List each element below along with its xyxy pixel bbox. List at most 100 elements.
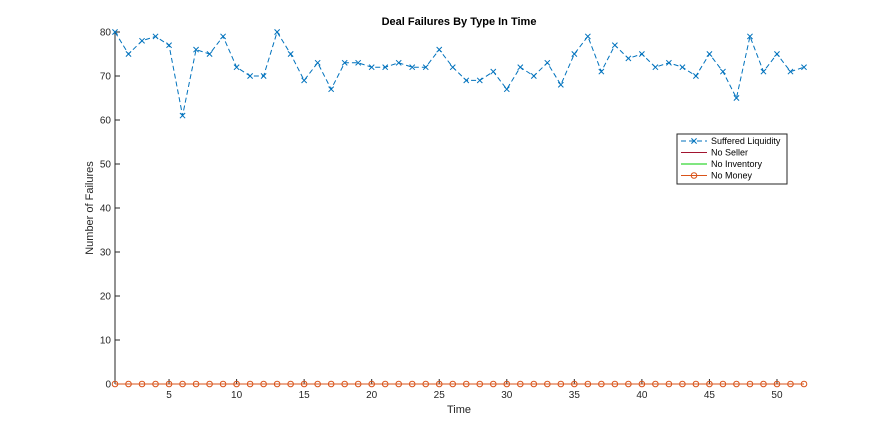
data-point — [139, 37, 145, 44]
data-point — [409, 64, 416, 71]
data-point — [341, 59, 348, 66]
data-point — [625, 380, 632, 388]
marker-stroke — [274, 29, 281, 35]
marker-stroke — [382, 64, 389, 71]
marker-stroke — [557, 81, 564, 88]
data-point — [774, 51, 780, 57]
data-point — [449, 380, 457, 388]
series-line — [114, 30, 805, 116]
data-point — [557, 380, 565, 388]
marker-stroke — [179, 112, 186, 119]
marker-stroke — [355, 59, 362, 66]
data-point — [233, 64, 240, 71]
marker-stroke — [665, 59, 672, 66]
marker-stroke — [112, 29, 118, 35]
data-point — [489, 380, 497, 388]
marker-stroke — [611, 42, 618, 49]
y-axis-label: Number of Failures — [84, 161, 96, 255]
data-point — [638, 380, 646, 388]
marker-stroke — [139, 37, 145, 44]
data-point — [233, 380, 240, 388]
data-point — [166, 42, 172, 49]
data-point — [544, 380, 551, 388]
series-suffered-liquidity — [112, 29, 807, 119]
data-point — [327, 380, 335, 388]
marker-stroke — [638, 51, 645, 57]
data-point — [733, 95, 740, 101]
data-point — [354, 380, 362, 388]
marker-stroke — [760, 68, 767, 75]
marker-stroke — [247, 73, 254, 79]
y-tick-label: 70 — [100, 72, 112, 83]
marker-stroke — [314, 59, 321, 66]
marker-stroke — [395, 59, 402, 66]
data-point — [287, 51, 294, 57]
marker-stroke — [517, 64, 524, 71]
marker-stroke — [625, 55, 632, 62]
data-point — [571, 51, 578, 57]
data-point — [760, 380, 767, 388]
y-tick-label: 50 — [100, 160, 112, 171]
marker-stroke — [341, 59, 348, 66]
x-tick-label: 50 — [771, 390, 783, 401]
data-point — [584, 33, 591, 40]
legend-item-no-inventory: No Inventory — [681, 159, 763, 169]
marker-stroke — [206, 51, 213, 57]
marker-stroke — [691, 138, 697, 144]
data-point — [787, 380, 794, 388]
y-tick-label: 10 — [100, 336, 112, 347]
legend-marker — [690, 172, 698, 179]
data-point — [314, 380, 321, 388]
marker-stroke — [125, 51, 132, 57]
data-point — [408, 380, 416, 388]
data-point — [125, 380, 132, 388]
marker-stroke — [193, 46, 200, 53]
data-point — [747, 33, 753, 40]
data-point — [422, 380, 430, 388]
marker-stroke — [449, 64, 456, 71]
data-point — [192, 380, 200, 388]
marker-stroke — [692, 73, 699, 79]
x-tick-label: 5 — [166, 390, 172, 401]
marker-stroke — [719, 68, 726, 75]
marker-stroke — [787, 68, 794, 75]
x-tick-label: 35 — [569, 390, 581, 401]
data-point — [679, 380, 686, 388]
marker-stroke — [679, 64, 686, 71]
data-point — [246, 380, 254, 388]
data-point — [503, 380, 511, 388]
marker-stroke — [747, 33, 753, 40]
data-point — [652, 380, 659, 388]
marker-stroke — [652, 64, 659, 71]
data-point — [463, 77, 470, 84]
data-point — [273, 380, 281, 388]
marker-stroke — [463, 77, 470, 84]
data-point — [530, 73, 537, 79]
x-tick-label: 45 — [704, 390, 716, 401]
data-point — [719, 380, 727, 388]
marker-stroke — [801, 64, 807, 71]
marker-stroke — [733, 95, 740, 101]
marker-stroke — [584, 33, 591, 40]
x-tick-label: 10 — [231, 390, 243, 401]
legend-item-suffered-liquidity: Suffered Liquidity — [681, 136, 781, 146]
x-tick-label: 25 — [434, 390, 446, 401]
data-point — [125, 51, 132, 57]
marker-stroke — [166, 42, 172, 49]
data-point — [193, 46, 200, 53]
marker-stroke — [436, 46, 443, 53]
data-point — [152, 33, 159, 40]
legend-item-no-seller: No Seller — [681, 148, 748, 158]
data-point — [638, 51, 645, 57]
x-axis-label: Time — [447, 404, 471, 416]
data-point — [679, 64, 686, 71]
marker-stroke — [301, 77, 308, 84]
data-point — [476, 77, 483, 84]
data-point — [598, 68, 605, 75]
marker-stroke — [598, 68, 605, 75]
data-point — [152, 380, 159, 388]
data-point — [220, 33, 227, 40]
data-point — [516, 380, 524, 388]
y-tick-label: 0 — [105, 380, 111, 391]
